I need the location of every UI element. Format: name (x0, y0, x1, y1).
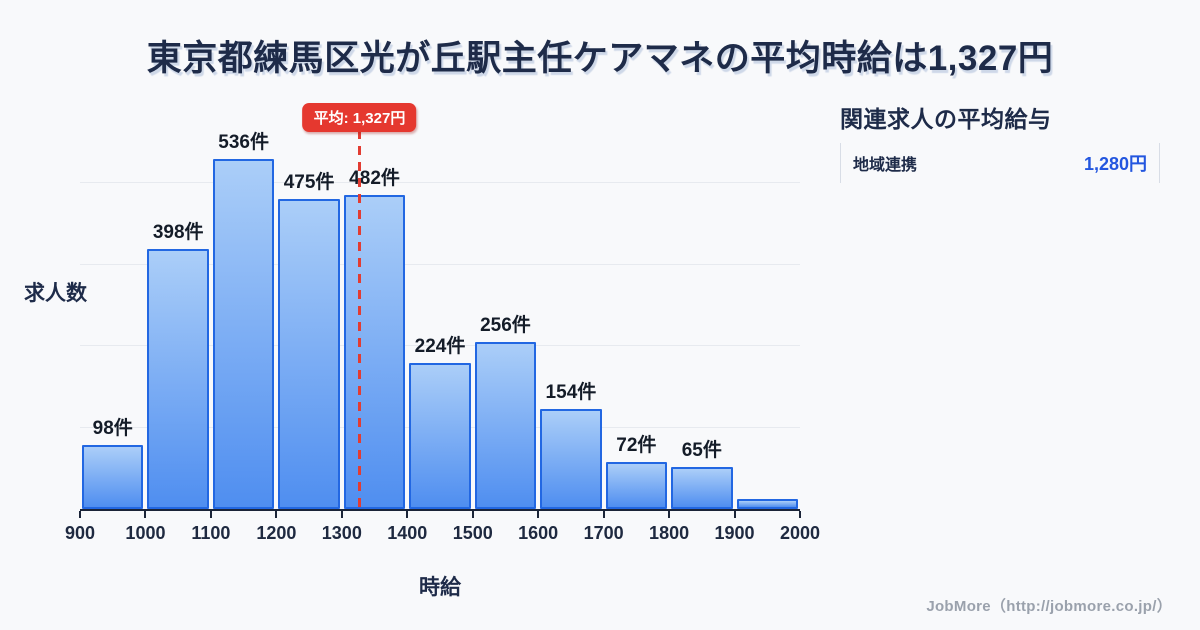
histogram-bar (278, 199, 340, 509)
related-salary-panel: 関連求人の平均給与 地域連携 1,280円 (840, 100, 1160, 183)
footer-credit: JobMore（http://jobmore.co.jp/） (926, 598, 1172, 615)
x-tick-label: 1900 (714, 523, 755, 543)
bar-value-label: 398件 (152, 222, 204, 244)
x-tick-mark (340, 511, 343, 518)
x-tick-mark (471, 511, 474, 518)
x-tick-label: 1500 (452, 523, 493, 543)
mean-value-badge: 平均: 1,327円 (302, 103, 417, 132)
bar-value-label: 98件 (92, 418, 133, 440)
bar-value-label: 72件 (616, 435, 657, 457)
histogram-bar (736, 499, 798, 509)
x-tick-mark (209, 511, 212, 518)
page-title: 東京都練馬区光が丘駅主任ケアマネの平均時給は1,327円 (146, 39, 1054, 78)
mean-dashed-line (357, 130, 361, 509)
x-tick-label: 1800 (649, 523, 690, 543)
x-axis-title: 時給 (419, 576, 461, 599)
side-panel-title: 関連求人の平均給与 (840, 106, 1052, 132)
x-tick-label: 2000 (779, 523, 821, 543)
gridline (80, 345, 800, 347)
x-tick-label: 1400 (387, 523, 428, 543)
histogram-bar (343, 194, 406, 509)
x-tick-mark (144, 511, 147, 518)
x-tick-label: 1600 (518, 523, 559, 543)
side-row-label: 地域連携 (853, 157, 918, 174)
x-tick-mark (668, 511, 671, 518)
x-tick-label: 1300 (321, 523, 362, 543)
bar-value-label: 224件 (414, 335, 466, 357)
side-row-value: 1,280円 (1083, 154, 1147, 174)
histogram-bar (147, 249, 209, 509)
histogram-bar (474, 342, 537, 509)
bar-value-label: 475件 (283, 172, 335, 194)
x-tick-label: 1100 (191, 523, 231, 543)
bar-value-label: 256件 (480, 315, 531, 336)
histogram-plot-area: 98件 398件 536件 475件 482件 224件 256件 154件 72件 65件 90… (65, 100, 820, 543)
x-tick-label: 1200 (256, 523, 297, 543)
histogram-bar (82, 445, 144, 509)
histogram-bar (540, 408, 602, 509)
histogram-bar (409, 362, 471, 509)
histogram-bar (671, 466, 733, 509)
x-tick-label: 900 (64, 523, 96, 543)
x-tick-mark (79, 511, 81, 518)
x-tick-mark (602, 511, 605, 518)
histogram-bar (605, 462, 668, 509)
bar-value-label: 536件 (218, 132, 269, 154)
gridline (80, 263, 800, 265)
bar-value-label: 482件 (349, 167, 400, 189)
bar-value-label: 65件 (681, 439, 722, 461)
y-axis-title: 求人数 (24, 282, 87, 305)
gridline (80, 181, 800, 183)
x-tick-mark (537, 511, 540, 518)
x-tick-mark (799, 511, 801, 518)
x-tick-mark (275, 511, 278, 518)
bar-value-label: 154件 (545, 381, 597, 403)
side-panel-row: 地域連携 1,280円 (840, 143, 1160, 183)
x-tick-mark (733, 511, 736, 518)
x-tick-label: 1000 (125, 523, 166, 543)
histogram-bar (212, 159, 275, 509)
x-tick-mark (406, 511, 409, 518)
x-tick-label: 1700 (583, 523, 624, 543)
